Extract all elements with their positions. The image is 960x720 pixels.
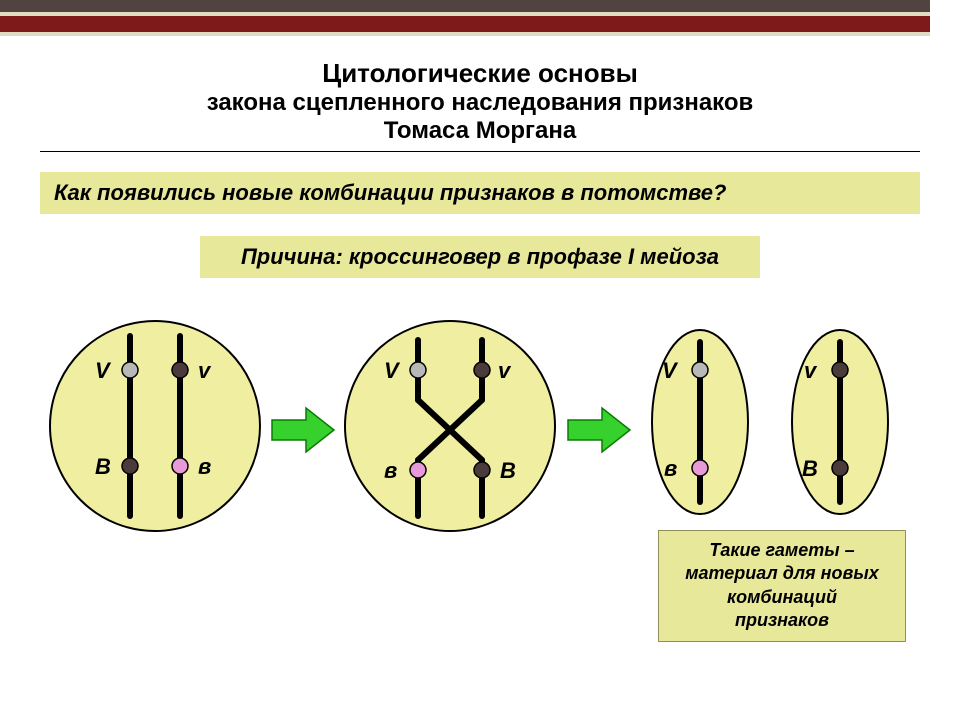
title-block: Цитологические основы закона сцепленного… (0, 58, 960, 145)
title-line-2: закона сцепленного наследования признако… (0, 89, 960, 117)
gamete-note-box: Такие гаметы – материал для новых комбин… (658, 530, 906, 642)
svg-text:V: V (384, 358, 401, 383)
svg-text:B: B (802, 456, 818, 481)
gamete-note-line-3: комбинаций (669, 586, 895, 609)
bar-dark (0, 0, 930, 12)
title-line-3: Томаса Моргана (0, 117, 960, 145)
reason-box: Причина: кроссинговер в профазе I мейоза (200, 236, 760, 278)
diagram-area: VvBвVvвBVвvB Такие гаметы – материал для… (0, 296, 960, 576)
svg-text:B: B (500, 458, 516, 483)
gamete-note-line-1: Такие гаметы – (669, 539, 895, 562)
svg-text:v: v (498, 358, 512, 383)
svg-text:в: в (384, 458, 397, 483)
svg-text:V: V (95, 358, 112, 383)
gamete-note-line-2: материал для новых (669, 562, 895, 585)
title-underline (40, 151, 920, 152)
title-line-1: Цитологические основы (0, 58, 960, 89)
svg-text:v: v (804, 358, 818, 383)
bar-red (0, 16, 930, 32)
decorative-top-bars (0, 0, 960, 36)
svg-text:в: в (198, 454, 211, 479)
bar-cream-2 (0, 32, 930, 36)
svg-text:B: B (95, 454, 111, 479)
question-box: Как появились новые комбинации признаков… (40, 172, 920, 214)
svg-text:v: v (198, 358, 212, 383)
gamete-note-line-4: признаков (669, 609, 895, 632)
svg-text:V: V (662, 358, 679, 383)
svg-text:в: в (664, 456, 677, 481)
